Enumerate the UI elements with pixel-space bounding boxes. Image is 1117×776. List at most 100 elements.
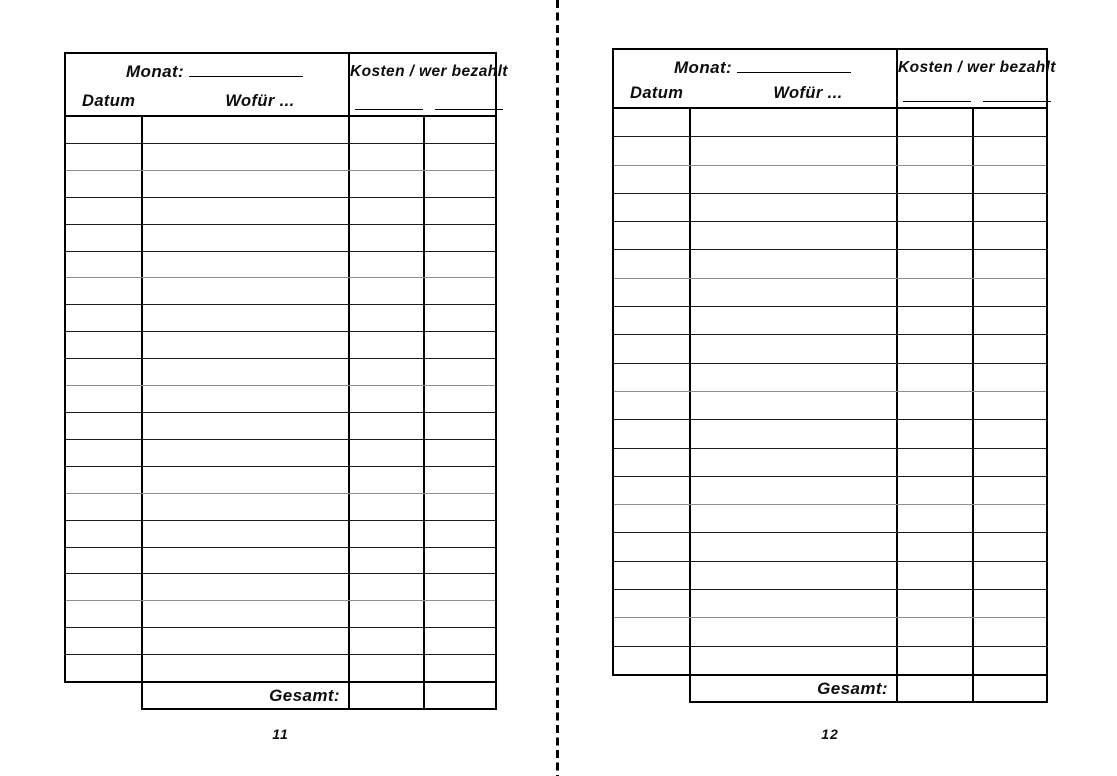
wofuer-cell — [143, 601, 350, 628]
wer-bezahlt-cell — [425, 332, 495, 358]
kosten-cell — [898, 109, 974, 137]
kosten-cell — [350, 332, 425, 359]
datum-cell — [614, 165, 691, 193]
wer-bezahlt-cell — [425, 574, 495, 600]
kosten-cell — [898, 391, 974, 420]
monat-line: Monat: — [614, 59, 896, 77]
wofuer-cell — [691, 590, 898, 618]
wofuer-column-header: Wofür ... — [225, 92, 295, 110]
kosten-cell — [898, 165, 974, 193]
kosten-cell — [350, 224, 425, 251]
table-row — [614, 137, 1046, 166]
datum-cell — [66, 412, 143, 439]
table-row — [66, 386, 495, 413]
wer-bezahlt-cell — [425, 305, 495, 331]
wer-bezahlt-cell — [425, 386, 495, 412]
datum-column-header: Datum — [630, 84, 684, 102]
gesamt-wer-cell — [974, 676, 1046, 701]
table-row — [614, 109, 1046, 138]
datum-cell — [614, 476, 691, 505]
wofuer-cell — [143, 143, 350, 170]
kosten-cell — [350, 251, 425, 278]
expense-table: Monat: Datum Wofür ... Kosten / wer beza… — [64, 52, 507, 683]
datum-cell — [66, 359, 143, 386]
datum-cell — [614, 335, 691, 363]
datum-cell — [66, 574, 143, 601]
table-row — [614, 363, 1046, 392]
gesamt-row: Gesamt: — [141, 683, 497, 710]
table-row — [66, 439, 495, 467]
wofuer-cell — [143, 493, 350, 520]
wofuer-cell — [691, 193, 898, 222]
table-header: Monat: Datum Wofür ... Kosten / wer beza… — [66, 54, 507, 117]
datum-cell — [614, 561, 691, 590]
kosten-cell — [898, 278, 974, 307]
wofuer-cell — [143, 224, 350, 251]
wer-bezahlt-cell — [974, 194, 1046, 221]
wer-bezahlt-cell — [425, 117, 495, 143]
table-row — [66, 574, 495, 602]
header-right-section: Kosten / wer bezahlt — [898, 50, 1056, 107]
table-row — [614, 533, 1046, 562]
wer-bezahlt-cell — [425, 198, 495, 224]
table-row — [66, 655, 495, 682]
kosten-cell — [350, 547, 425, 574]
datum-cell — [614, 391, 691, 420]
kosten-cell — [350, 574, 425, 601]
kosten-cell — [350, 520, 425, 547]
table-row — [66, 170, 495, 198]
wofuer-cell — [143, 117, 350, 143]
wer-bezahlt-cell — [974, 222, 1046, 249]
wofuer-cell — [691, 476, 898, 505]
table-row — [66, 224, 495, 252]
table-row — [66, 332, 495, 360]
cut-line — [556, 0, 559, 776]
datum-cell — [614, 505, 691, 533]
wer-bezahlt-cell — [425, 548, 495, 574]
kosten-cell — [350, 197, 425, 224]
kosten-cell — [898, 561, 974, 590]
wofuer-cell — [143, 439, 350, 466]
kosten-cell — [898, 533, 974, 561]
monat-label: Monat: — [126, 62, 185, 81]
header-left-section: Monat: Datum Wofür ... — [66, 54, 350, 115]
gesamt-label: Gesamt: — [691, 676, 898, 701]
wer-bezahlt-cell — [974, 477, 1046, 504]
datum-cell — [66, 224, 143, 251]
wer-bezahlt-cell — [974, 647, 1046, 674]
wofuer-cell — [691, 250, 898, 278]
table-row — [66, 493, 495, 521]
table-row — [66, 278, 495, 306]
table-body — [66, 117, 495, 682]
table-row — [66, 143, 495, 171]
kosten-subcolumn-blanks — [355, 98, 503, 110]
wer-bezahlt-cell — [974, 618, 1046, 645]
wer-bezahlt-cell — [425, 171, 495, 197]
wofuer-cell — [143, 305, 350, 332]
wofuer-cell — [691, 533, 898, 561]
wofuer-cell — [691, 109, 898, 137]
datum-cell — [614, 363, 691, 391]
wer-bezahlt-cell — [974, 562, 1046, 589]
wofuer-cell — [691, 278, 898, 307]
kosten-cell — [350, 466, 425, 493]
kosten-cell — [350, 359, 425, 386]
table-row — [614, 335, 1046, 364]
wer-bezahlt-cell — [425, 252, 495, 278]
datum-cell — [614, 193, 691, 222]
kosten-cell — [898, 193, 974, 222]
wer-bezahlt-cell — [974, 307, 1046, 334]
kosten-cell — [898, 137, 974, 165]
datum-cell — [66, 278, 143, 305]
monat-label: Monat: — [674, 58, 733, 77]
wofuer-cell — [691, 222, 898, 250]
kosten-cell — [350, 278, 425, 305]
wofuer-cell — [691, 391, 898, 420]
kosten-cell — [898, 505, 974, 533]
wofuer-cell — [143, 520, 350, 547]
kosten-cell — [350, 170, 425, 197]
wofuer-cell — [691, 618, 898, 646]
column-headers: Datum Wofür ... — [614, 85, 896, 107]
kosten-subcolumn-blank-left — [903, 90, 971, 102]
table-row — [66, 251, 495, 279]
